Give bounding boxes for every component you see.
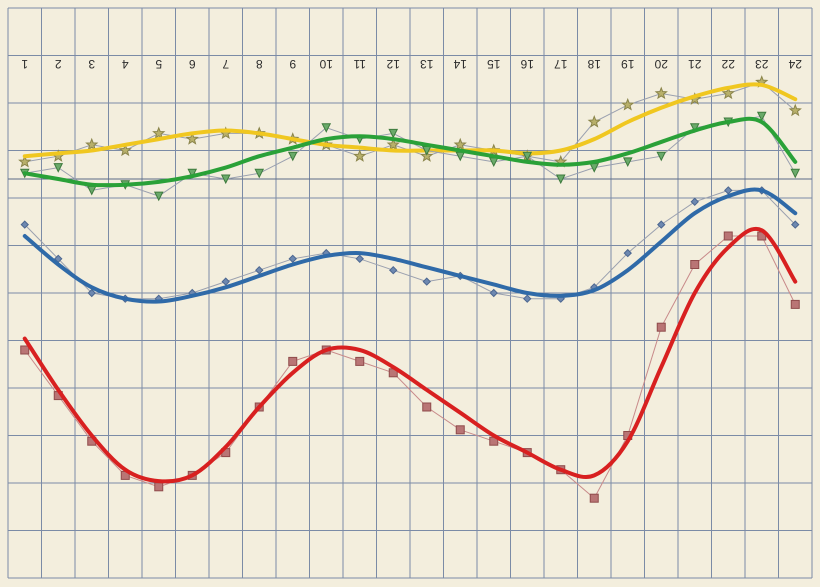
x-label: 6 <box>189 57 196 71</box>
x-label: 4 <box>122 57 129 71</box>
x-label: 21 <box>688 57 702 71</box>
x-label: 24 <box>788 57 802 71</box>
x-label: 7 <box>222 57 229 71</box>
x-label: 19 <box>621 57 635 71</box>
data-point <box>657 323 665 331</box>
x-label: 2 <box>55 57 62 71</box>
data-point <box>590 494 598 502</box>
x-label: 10 <box>319 57 333 71</box>
x-label: 12 <box>386 57 400 71</box>
data-point <box>21 346 29 354</box>
data-point <box>356 357 364 365</box>
multi-series-line-chart: 123456789101112131415161718192021222324 <box>0 0 820 587</box>
x-label: 1 <box>21 57 28 71</box>
x-label: 14 <box>453 57 467 71</box>
data-point <box>456 426 464 434</box>
x-label: 15 <box>487 57 501 71</box>
data-point <box>423 403 431 411</box>
x-label: 17 <box>554 57 568 71</box>
data-point <box>724 232 732 240</box>
x-label: 18 <box>587 57 601 71</box>
x-label: 11 <box>353 57 366 71</box>
x-label: 5 <box>155 57 162 71</box>
x-label: 22 <box>721 57 735 71</box>
x-label: 8 <box>256 57 263 71</box>
x-label: 9 <box>289 57 296 71</box>
data-point <box>791 300 799 308</box>
x-label: 20 <box>654 57 668 71</box>
data-point <box>155 483 163 491</box>
data-point <box>691 261 699 269</box>
x-label: 3 <box>88 57 95 71</box>
x-label: 13 <box>420 57 434 71</box>
x-label: 16 <box>520 57 534 71</box>
x-label: 23 <box>755 57 769 71</box>
chart-svg: 123456789101112131415161718192021222324 <box>0 0 820 587</box>
data-point <box>289 357 297 365</box>
